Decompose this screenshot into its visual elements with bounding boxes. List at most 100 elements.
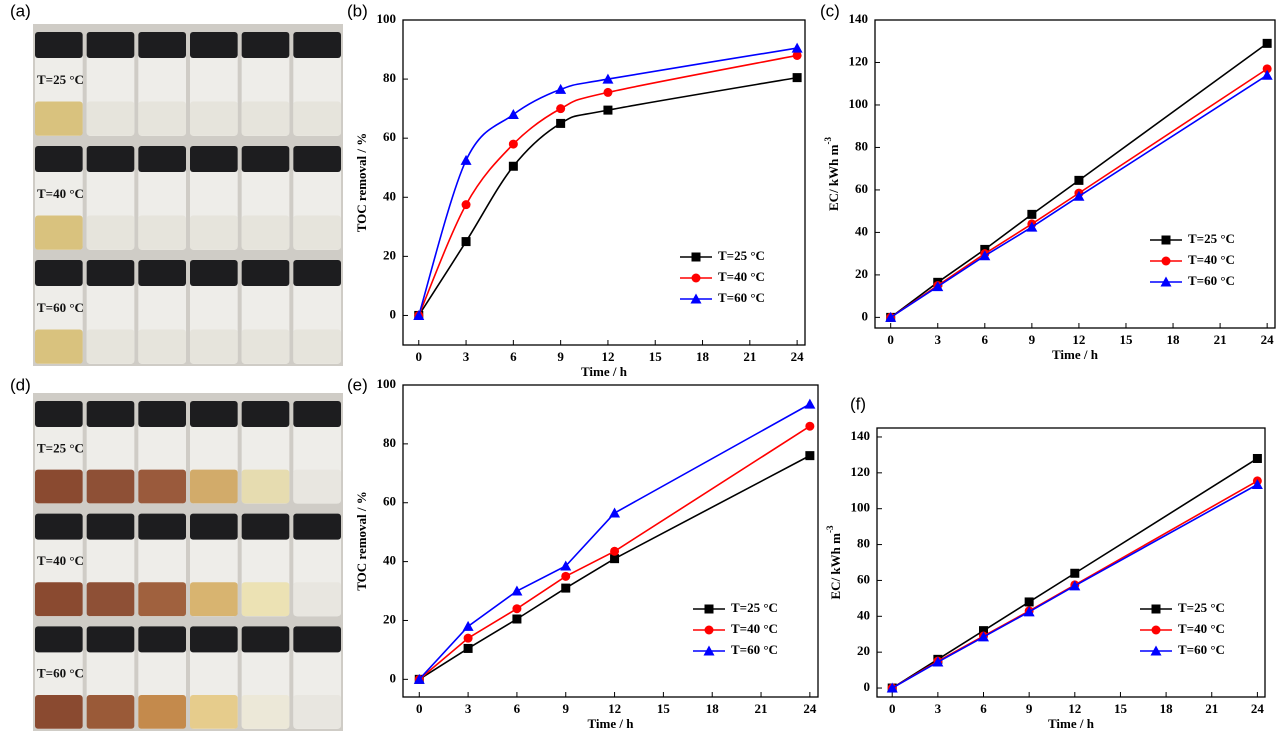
vial-cap (293, 146, 341, 172)
legend-label: T=60 °C (731, 642, 778, 657)
marker (978, 631, 990, 642)
vial-liquid (241, 329, 290, 364)
vial-liquid (86, 694, 135, 729)
y-tick-label: 60 (855, 181, 868, 196)
marker (1027, 209, 1037, 219)
x-tick-label: 24 (791, 349, 805, 364)
column-label: 12h (255, 9, 276, 24)
marker (603, 105, 613, 115)
row-label: T=25 °C (37, 440, 84, 455)
vial-cap (190, 401, 238, 427)
y-tick-label: 40 (383, 188, 396, 203)
marker (462, 620, 474, 631)
vial-cap (241, 32, 290, 58)
marker (1023, 606, 1035, 617)
y-axis-label-text: EC/ kWh m (828, 533, 843, 600)
x-tick-label: 9 (1026, 701, 1033, 716)
marker (508, 139, 518, 149)
vial-cap (190, 32, 238, 58)
plot-frame (876, 427, 1266, 698)
marker (560, 560, 572, 571)
marker (886, 682, 898, 693)
marker (804, 398, 816, 409)
y-tick-label: 20 (855, 266, 868, 281)
x-tick-label: 3 (935, 701, 942, 716)
y-axis-label: TOC removal / % (354, 491, 369, 591)
y-tick-label: 100 (849, 96, 869, 111)
y-tick-label: 0 (864, 679, 871, 694)
marker (413, 309, 425, 320)
vial-liquid (241, 469, 290, 504)
vial-liquid (138, 101, 186, 136)
vial-cap (35, 32, 83, 58)
x-tick-label: 6 (510, 349, 517, 364)
marker (511, 585, 523, 596)
marker (1026, 221, 1038, 232)
y-tick-label: 40 (857, 607, 870, 622)
marker (561, 583, 571, 593)
x-tick-label: 15 (1119, 332, 1133, 347)
vial-cap (190, 146, 238, 172)
marker (561, 571, 571, 581)
vial-cap (241, 513, 290, 540)
vial-cap (138, 513, 186, 540)
legend-label: T=25 °C (1188, 231, 1235, 246)
legend-marker (1161, 235, 1171, 245)
y-tick-label: 0 (862, 308, 869, 323)
vial-liquid (138, 469, 186, 504)
y-tick-label: 100 (377, 11, 397, 26)
vial-liquid (86, 582, 135, 617)
marker (413, 673, 425, 684)
vial-cap (138, 260, 186, 286)
x-tick-label: 24 (803, 701, 817, 716)
legend-marker (1150, 645, 1162, 656)
legend-marker (703, 645, 715, 656)
marker (461, 200, 471, 210)
panel-label: (d) (10, 375, 31, 394)
vial-liquid (241, 582, 290, 617)
vial-liquid (35, 215, 83, 250)
vial-cap (293, 513, 341, 540)
legend-label: T=60 °C (718, 290, 765, 305)
y-tick-label: 140 (849, 11, 869, 26)
marker (512, 604, 522, 614)
x-axis-label: Time / h (1048, 716, 1095, 731)
vial-liquid (190, 215, 238, 250)
x-tick-label: 12 (1072, 332, 1085, 347)
legend-label: T=60 °C (1188, 273, 1235, 288)
vial-cap (190, 626, 238, 653)
y-tick-label: 100 (377, 376, 397, 391)
marker (805, 451, 815, 461)
marker (885, 311, 897, 322)
vial-liquid (35, 469, 83, 504)
legend-marker (1160, 276, 1172, 287)
marker (463, 643, 473, 653)
vial-liquid (138, 694, 186, 729)
y-tick-label: 100 (851, 500, 871, 515)
column-label: 24h (307, 9, 328, 24)
vial-cap (86, 626, 135, 653)
x-tick-label: 6 (982, 332, 989, 347)
x-tick-label: 0 (416, 701, 423, 716)
marker (609, 507, 621, 518)
row-label: T=60 °C (37, 300, 84, 315)
vial-cap (138, 146, 186, 172)
x-tick-label: 9 (557, 349, 564, 364)
panel-label: (a) (10, 1, 31, 20)
marker (791, 42, 803, 53)
vial-cap (138, 401, 186, 427)
marker (1024, 597, 1034, 607)
marker (932, 656, 944, 667)
x-tick-label: 12 (601, 349, 614, 364)
x-tick-label: 15 (649, 349, 663, 364)
row-label: T=60 °C (37, 666, 84, 681)
y-tick-label: 0 (390, 306, 397, 321)
x-tick-label: 3 (934, 332, 941, 347)
x-tick-label: 21 (1214, 332, 1227, 347)
column-label: 3h (104, 378, 119, 393)
vial-liquid (138, 582, 186, 617)
marker (932, 281, 944, 292)
x-tick-label: 0 (416, 349, 423, 364)
legend-label: T=40 °C (1188, 252, 1235, 267)
